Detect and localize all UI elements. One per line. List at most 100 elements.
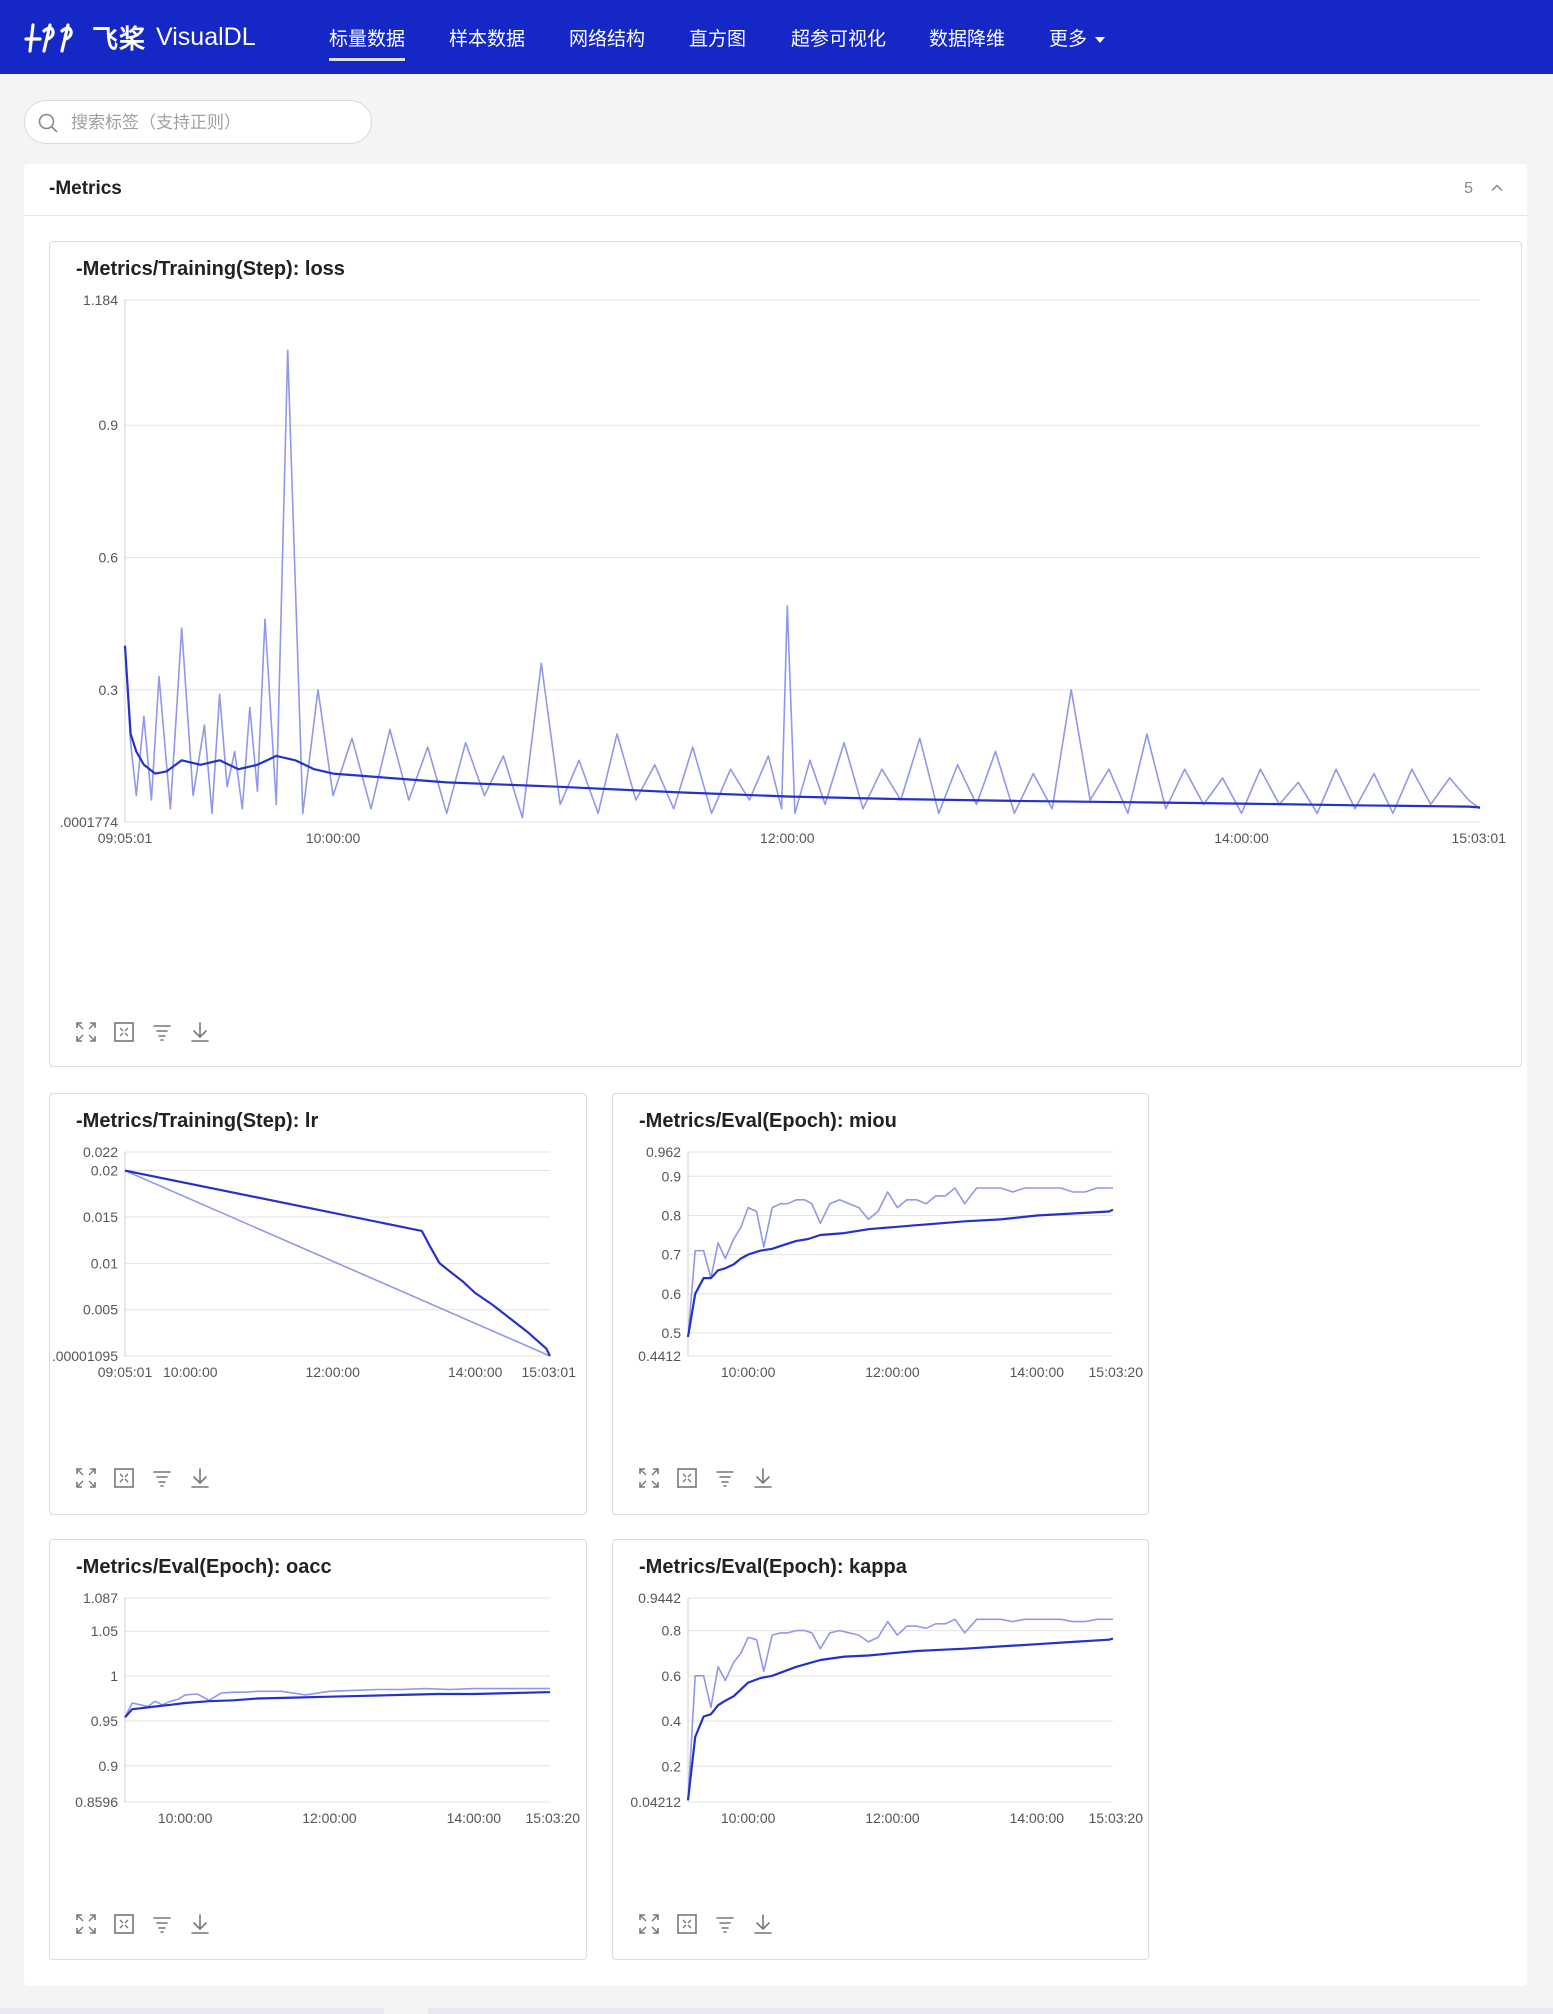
raw-series-line[interactable] [687, 1187, 1113, 1337]
y-tick-label: 0.962 [646, 1144, 681, 1160]
search-icon [38, 113, 58, 133]
x-tick-labels: 10:00:00 12:00:00 14:00:00 15:03:20 [721, 1810, 1143, 1826]
download-icon[interactable] [751, 1466, 775, 1490]
caret-down-icon [1095, 36, 1106, 43]
y-tick-label: 0.9 [99, 417, 119, 433]
x-tick-label: 15:03:01 [522, 1364, 577, 1380]
bottom-strip [0, 2006, 1553, 2014]
x-tick-label: 10:00:00 [306, 830, 361, 846]
y-tick-label: .0001774 [60, 814, 119, 830]
y-tick-label: 0.4412 [638, 1348, 681, 1364]
series-filter-icon[interactable] [713, 1912, 737, 1936]
chart-card-loss: -Metrics/Training(Step): loss 1.184 0.9 0.… [49, 241, 1522, 1067]
nav-item-more[interactable]: 更多 [1049, 24, 1106, 51]
y-tick-label: 0.2 [662, 1758, 682, 1774]
download-icon[interactable] [188, 1020, 212, 1044]
y-tick-label: 0.6 [662, 1668, 682, 1684]
y-tick-label: 1.05 [91, 1623, 118, 1639]
download-icon[interactable] [188, 1466, 212, 1490]
series-filter-icon[interactable] [150, 1466, 174, 1490]
group-header[interactable]: -Metrics 5 [24, 164, 1527, 216]
y-tick-label: 0.8 [662, 1207, 682, 1223]
fit-view-icon[interactable] [112, 1020, 136, 1044]
smoothed-series-line[interactable] [124, 1169, 551, 1357]
fit-view-icon[interactable] [675, 1466, 699, 1490]
paddle-logo-icon [24, 23, 73, 53]
lr-chart[interactable]: 0.022 0.02 0.015 0.01 0.005 .0000109509:05:01… [50, 1094, 588, 1474]
raw-series-line[interactable] [124, 1169, 551, 1357]
x-tick-label: 10:00:00 [163, 1364, 218, 1380]
y-tick-label: 0.4 [662, 1713, 682, 1729]
chart-toolbar [74, 1466, 212, 1490]
y-tick-label: 0.6 [662, 1286, 682, 1302]
kappa-chart[interactable]: 0.9442 0.8 0.6 0.4 0.2 0.04212 10:00:00 12:00:0… [613, 1540, 1150, 1920]
chart-title: -Metrics/Training(Step): loss [76, 258, 345, 280]
y-tick-labels: 0.022 0.02 0.015 0.01 0.005 .00001095 [52, 1144, 118, 1364]
smoothed-series-line[interactable] [686, 1208, 1114, 1338]
x-tick-label: 10:00:00 [721, 1810, 776, 1826]
fullscreen-icon[interactable] [637, 1466, 661, 1490]
x-tick-label: 12:00:00 [865, 1364, 920, 1380]
next-group-header-left [0, 2008, 384, 2014]
search-input[interactable] [69, 101, 363, 145]
x-tick-labels: 09:05:01 10:00:00 12:00:00 14:00:00 15:03:01 [98, 1364, 576, 1380]
x-tick-label: 14:00:00 [1010, 1810, 1065, 1826]
y-tick-label: 0.8596 [75, 1794, 118, 1810]
fit-view-icon[interactable] [112, 1466, 136, 1490]
raw-series-line[interactable] [124, 1687, 550, 1718]
x-tick-label: 14:00:00 [448, 1364, 503, 1380]
app-logo[interactable]: 飞桨 VisualDL [22, 14, 256, 60]
x-tick-label: 12:00:00 [302, 1810, 357, 1826]
chart-card-kappa: -Metrics/Eval(Epoch): kappa 0.9442 0.8 0.6… [612, 1539, 1149, 1960]
x-tick-label: 12:00:00 [865, 1810, 920, 1826]
series-filter-icon[interactable] [713, 1466, 737, 1490]
y-tick-label: 0.95 [91, 1713, 118, 1729]
nav-item-histogram[interactable]: 直方图 [689, 28, 747, 50]
nav-item-scalars[interactable]: 标量数据 [329, 24, 406, 61]
smoothed-series-line[interactable] [123, 645, 1481, 809]
chart-toolbar [74, 1020, 212, 1044]
logo-text-en: VisualDL [156, 22, 256, 51]
x-tick-labels: 10:00:00 12:00:00 14:00:00 15:03:20 [158, 1810, 580, 1826]
smoothed-series-line[interactable] [686, 1637, 1114, 1801]
y-tick-labels: 1.184 0.9 0.6 0.3 .0001774 [60, 292, 119, 830]
grid-lines [125, 299, 1480, 823]
nav-item-samples[interactable]: 样本数据 [449, 28, 526, 50]
y-tick-label: 0.9442 [638, 1590, 681, 1606]
x-tick-labels: 10:00:00 12:00:00 14:00:00 15:03:20 [721, 1364, 1143, 1380]
fullscreen-icon[interactable] [74, 1466, 98, 1490]
series-filter-icon[interactable] [150, 1912, 174, 1936]
y-tick-label: 0.3 [99, 682, 119, 698]
miou-chart[interactable]: 0.962 0.9 0.8 0.7 0.6 0.5 0.4412 10:00:00 12:00:… [613, 1094, 1150, 1474]
raw-series-line[interactable] [687, 1618, 1113, 1801]
fit-view-icon[interactable] [112, 1912, 136, 1936]
x-tick-label: 12:00:00 [760, 830, 815, 846]
series-filter-icon[interactable] [150, 1020, 174, 1044]
chart-toolbar [637, 1912, 775, 1936]
nav-item-hparams[interactable]: 超参可视化 [791, 28, 887, 50]
y-tick-label: 1.087 [83, 1590, 118, 1606]
x-tick-label: 12:00:00 [305, 1364, 360, 1380]
nav-item-high-dimensional[interactable]: 数据降维 [929, 28, 1006, 50]
next-group-header-right [428, 2008, 1553, 2014]
fullscreen-icon[interactable] [74, 1020, 98, 1044]
smoothed-series-line[interactable] [124, 1691, 550, 1719]
y-tick-label: .00001095 [52, 1348, 118, 1364]
nav-item-graphs[interactable]: 网络结构 [569, 28, 646, 50]
y-tick-labels: 1.087 1.05 1 0.95 0.9 0.8596 [75, 1590, 118, 1810]
nav-item-more-label: 更多 [1049, 28, 1088, 50]
fullscreen-icon[interactable] [637, 1912, 661, 1936]
download-icon[interactable] [751, 1912, 775, 1936]
download-icon[interactable] [188, 1912, 212, 1936]
raw-series-line[interactable] [124, 349, 1481, 819]
chevron-up-icon[interactable] [1489, 180, 1505, 196]
y-tick-label: 0.5 [662, 1325, 682, 1341]
fit-view-icon[interactable] [675, 1912, 699, 1936]
tag-group-metrics: -Metrics 5 -Metrics/Training(Step): loss… [24, 164, 1527, 1986]
x-tick-label: 15:03:20 [1089, 1364, 1144, 1380]
y-tick-label: 0.8 [662, 1623, 682, 1639]
fullscreen-icon[interactable] [74, 1912, 98, 1936]
x-tick-label: 10:00:00 [158, 1810, 213, 1826]
